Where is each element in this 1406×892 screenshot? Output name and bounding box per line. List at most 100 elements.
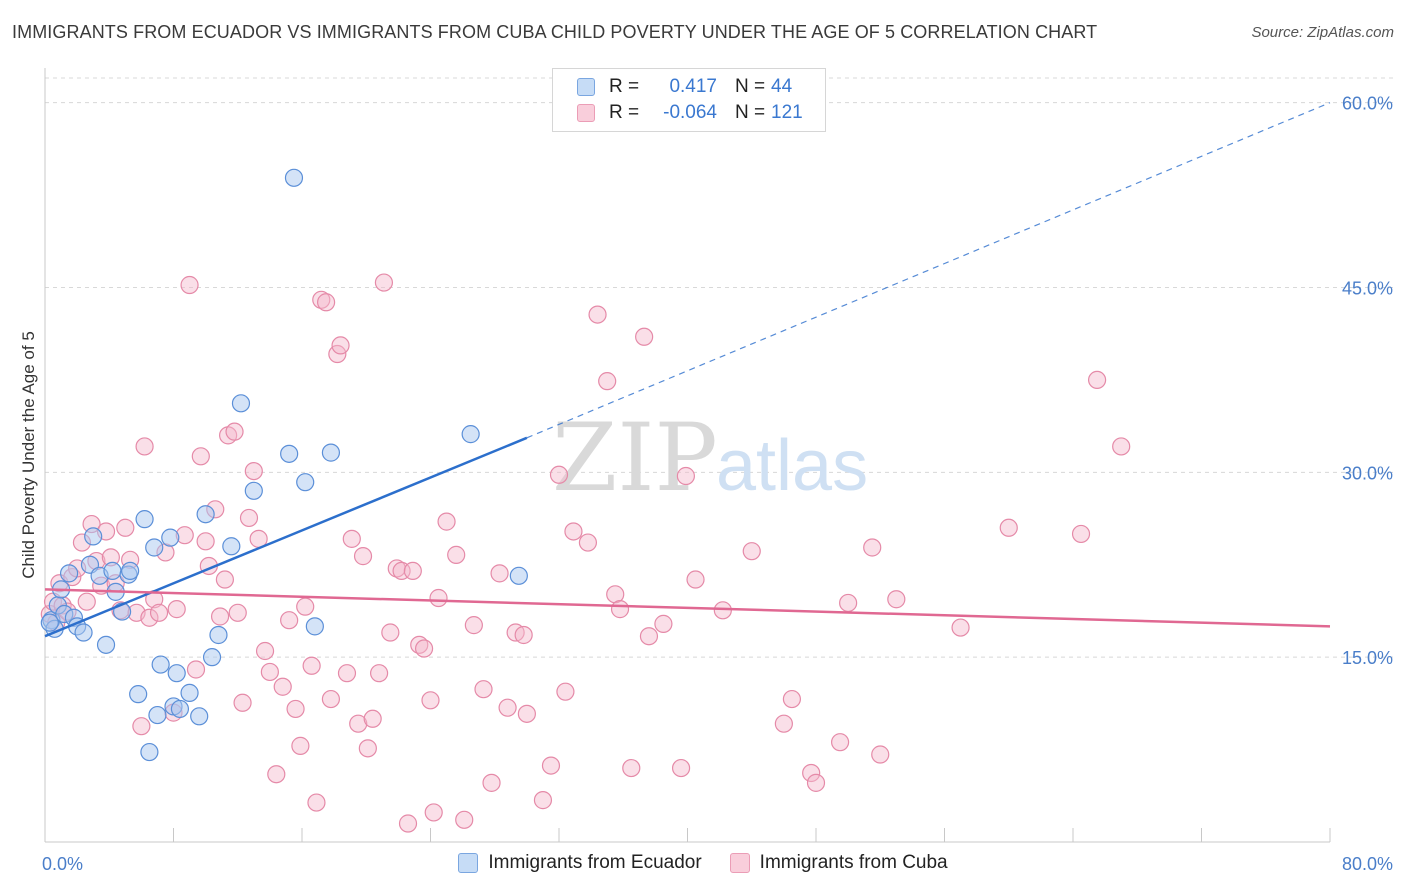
cuba-point	[474, 680, 493, 699]
cuba-point	[267, 765, 286, 784]
cuba-point	[225, 422, 244, 441]
cuba-trend-line	[44, 588, 1331, 628]
cuba-point	[437, 512, 456, 531]
cuba-point	[464, 616, 483, 635]
cuba-point	[244, 461, 263, 481]
ecuador-point	[461, 425, 480, 444]
series-cuba-points	[40, 273, 1131, 833]
cuba-point	[598, 372, 617, 391]
legend-r-label: R =	[609, 76, 640, 97]
ecuador-point	[509, 566, 528, 585]
y-tick-label: 15.0%	[1342, 648, 1393, 668]
cuba-point	[374, 273, 394, 292]
legend-label-ecuador: Immigrants from Ecuador	[488, 852, 702, 873]
cuba-point	[186, 660, 206, 679]
cuba-point	[398, 814, 418, 833]
cuba-point	[806, 773, 826, 792]
cuba-point	[316, 293, 336, 312]
cuba-point	[830, 733, 850, 752]
trend-lines	[44, 102, 1331, 638]
cuba-point	[337, 664, 357, 683]
cuba-point	[363, 709, 382, 728]
cuba-point	[713, 601, 732, 620]
ecuador-point	[161, 528, 180, 547]
ecuador-point	[167, 664, 186, 683]
cuba-point	[635, 327, 654, 346]
ecuador-point	[140, 742, 159, 762]
cuba-point	[180, 275, 199, 295]
cuba-point	[447, 545, 466, 564]
cuba-point	[802, 763, 821, 783]
ecuador-point	[135, 510, 154, 529]
cuba-point	[358, 739, 377, 758]
cuba-point	[280, 611, 299, 630]
cuba-point	[588, 305, 607, 324]
legend-n-value: 44	[771, 76, 793, 97]
ecuador-point	[305, 617, 324, 636]
ecuador-point	[121, 561, 140, 581]
cuba-point	[260, 662, 279, 682]
cuba-point	[541, 756, 561, 775]
cuba-point	[498, 698, 517, 717]
legend-row-ecuador: R = 0.417 N = 44	[577, 74, 792, 100]
cuba-point	[273, 677, 292, 696]
cuba-point	[455, 810, 474, 829]
ecuador-point	[151, 655, 170, 674]
cuba-point	[424, 803, 443, 822]
cuba-point	[951, 618, 970, 637]
cuba-point	[307, 793, 326, 812]
ecuador-point	[244, 481, 263, 500]
legend-r-value: -0.064	[663, 102, 717, 123]
watermark: ZIP atlas	[552, 404, 868, 513]
ecuador-point	[321, 443, 341, 462]
cuba-point	[140, 608, 159, 627]
cuba-point	[296, 597, 315, 616]
cuba-point	[331, 336, 350, 355]
cuba-point	[564, 522, 583, 541]
cuba-point	[215, 570, 234, 589]
correlation-legend: R = 0.417 N = 44 R = -0.064 N = 121	[552, 68, 826, 132]
cuba-point	[349, 714, 368, 733]
ecuador-point	[84, 527, 103, 546]
ecuador-point	[180, 683, 199, 702]
y-axis-label: Child Poverty Under the Age of 5	[19, 331, 38, 579]
ecuador-point	[96, 635, 116, 654]
ecuador-point	[196, 505, 215, 524]
series-legend: Immigrants from Ecuador Immigrants from …	[0, 852, 1406, 874]
cuba-point	[671, 758, 691, 778]
cuba-point	[533, 791, 553, 810]
ecuador-point	[74, 623, 93, 642]
cuba-point	[782, 689, 802, 709]
cuba-point	[210, 607, 230, 626]
ecuador-point	[296, 473, 315, 492]
legend-n-label: N =	[735, 76, 766, 97]
watermark-zip: ZIP	[552, 404, 718, 513]
cuba-point	[517, 704, 536, 723]
x-tick-label: 0.0%	[42, 854, 83, 874]
cuba-point	[370, 664, 389, 683]
cuba-point	[132, 717, 151, 736]
cuba-point	[233, 693, 252, 712]
y-tick-label: 45.0%	[1342, 278, 1393, 298]
legend-n-value: 121	[771, 102, 803, 123]
cuba-point	[239, 508, 259, 528]
ecuador-point	[170, 699, 190, 719]
cuba-point	[116, 518, 135, 537]
cuba-point	[654, 614, 673, 633]
cuba-point	[676, 466, 695, 486]
cuba-point	[255, 641, 275, 661]
series-ecuador-points	[40, 168, 528, 762]
cuba-point	[887, 590, 906, 609]
legend-swatch-ecuador	[577, 78, 595, 96]
ecuador-point	[222, 537, 241, 556]
legend-r-value: 0.417	[669, 76, 717, 97]
cuba-point	[414, 639, 434, 658]
cuba-point	[482, 773, 501, 792]
cuba-point	[286, 699, 305, 719]
cuba-point	[353, 547, 373, 566]
cuba-point	[774, 714, 793, 733]
cuba-point	[228, 603, 247, 622]
source-label: Source: ZipAtlas.com	[1251, 24, 1394, 41]
cuba-point	[514, 625, 533, 645]
